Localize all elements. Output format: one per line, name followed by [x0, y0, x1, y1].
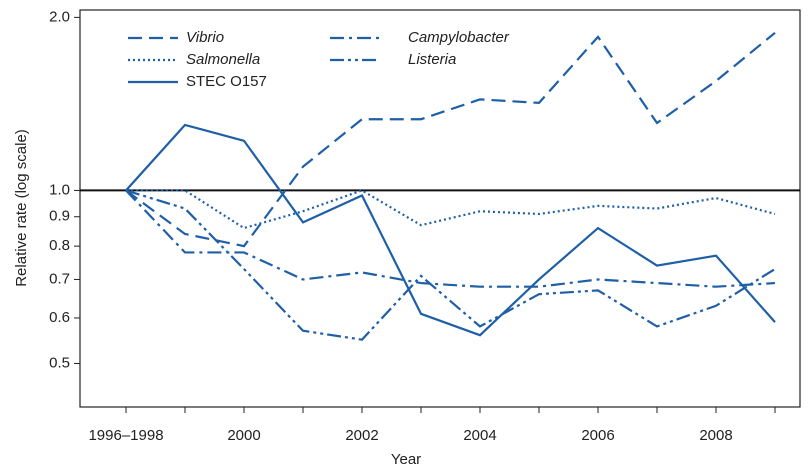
series-line	[125, 189, 776, 341]
y-tick-label: 0.7	[49, 270, 70, 287]
y-tick-label: 0.8	[49, 237, 70, 254]
y-tick-label: 0.9	[49, 208, 70, 225]
legend-label: Campylobacter	[408, 29, 510, 46]
x-tick-label: 2006	[581, 427, 614, 444]
y-tick-label: 0.5	[49, 354, 70, 371]
x-tick-label: 2000	[227, 427, 260, 444]
x-tick-label: 1996–1998	[88, 427, 163, 444]
series-line	[125, 189, 776, 288]
x-tick-label: 2008	[699, 427, 732, 444]
y-axis-label: Relative rate (log scale)	[13, 129, 30, 287]
legend-label: Vibrio	[186, 29, 224, 46]
series-line	[126, 189, 776, 230]
plot-frame	[79, 9, 801, 408]
legend-label: STEC O157	[186, 73, 267, 90]
series-line	[125, 123, 776, 337]
legend-label: Listeria	[408, 51, 456, 68]
y-tick-label: 2.0	[49, 8, 70, 25]
y-tick-label: 1.0	[49, 181, 70, 198]
x-tick-label: 2004	[463, 427, 496, 444]
x-tick-label: 2002	[345, 427, 378, 444]
x-axis-label: Year	[391, 451, 421, 468]
y-tick-label: 0.6	[49, 309, 70, 326]
series-line	[125, 31, 776, 248]
legend-label: Salmonella	[186, 51, 260, 68]
